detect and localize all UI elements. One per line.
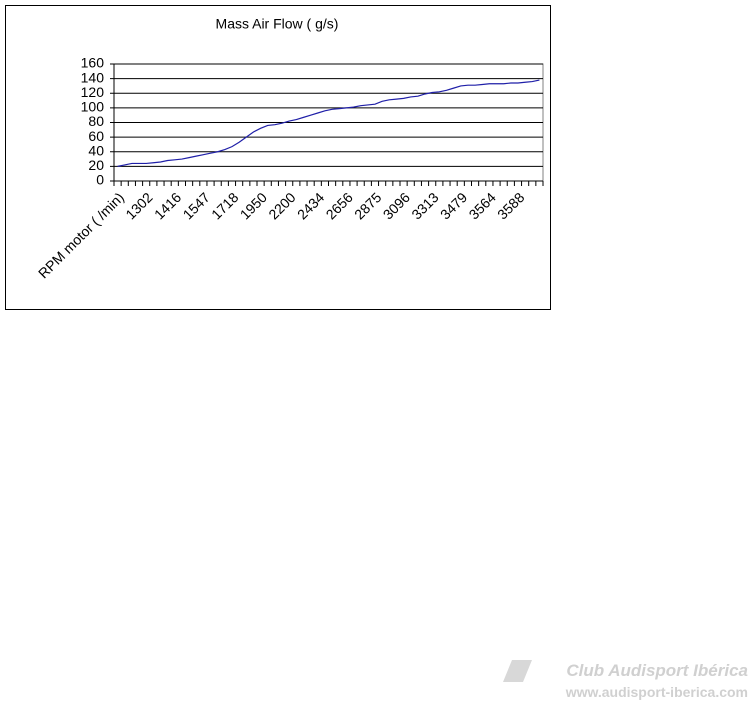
y-tick-label: 120 <box>81 84 105 100</box>
watermark-name: Club Audisport Ibérica <box>566 661 748 680</box>
watermark: Club Audisport Ibérica www.audisport-ibe… <box>503 660 748 700</box>
chart-title: Mass Air Flow ( g/s) <box>216 16 339 32</box>
y-tick-label: 140 <box>81 69 105 85</box>
logo <box>503 660 532 682</box>
y-tick-label: 80 <box>88 113 104 129</box>
y-tick-label: 160 <box>81 55 105 71</box>
y-tick-label: 100 <box>81 99 105 115</box>
y-tick-label: 0 <box>96 172 104 188</box>
y-tick-label: 20 <box>88 157 104 173</box>
data-line <box>117 79 540 167</box>
y-tick-label: 60 <box>88 128 104 144</box>
watermark-url: www.audisport-iberica.com <box>565 684 748 700</box>
y-tick-label: 40 <box>88 142 104 158</box>
